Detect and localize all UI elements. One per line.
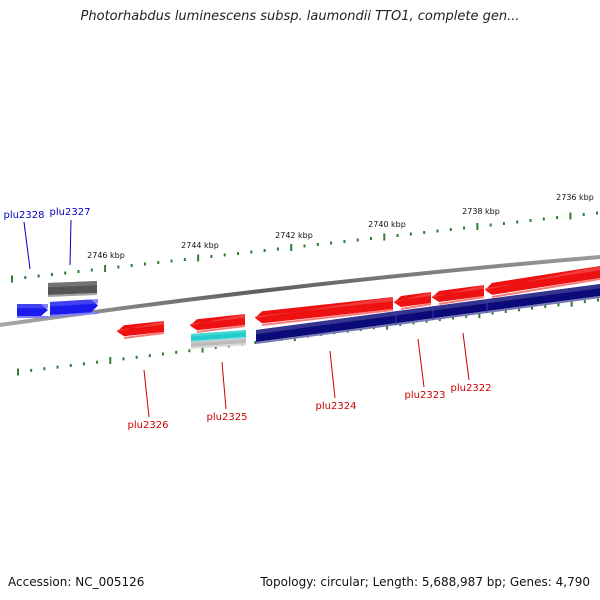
plu2327-callout-line xyxy=(69,219,72,266)
gene-features xyxy=(17,266,600,349)
gene-plu2323-arrow xyxy=(394,292,432,310)
gene-plu2327-gray-bar xyxy=(47,281,98,297)
kbp-label: 2744 kbp xyxy=(181,241,219,250)
scale-labels: 2746 kbp 2744 kbp 2742 kbp 2740 kbp 2738 kbp… xyxy=(87,193,594,260)
plu2328-callout-line xyxy=(23,221,31,270)
plu2323-label[interactable]: plu2323 xyxy=(405,390,446,401)
kbp-label: 2740 kbp xyxy=(368,220,406,229)
accession-label: Accession: NC_005126 xyxy=(8,575,145,589)
gene-red-right-arrow xyxy=(485,266,600,298)
plu2327-label[interactable]: plu2327 xyxy=(50,207,91,218)
plu2324-label[interactable]: plu2324 xyxy=(316,401,357,412)
gene-plu2324-arrow xyxy=(255,297,394,326)
plu2322-callout-line xyxy=(462,332,470,381)
kbp-label: 2738 kbp xyxy=(462,207,500,216)
gene-callouts: plu2328 plu2327 plu2326 plu2325 plu2324 plu23… xyxy=(4,207,492,431)
genome-summary: Topology: circular; Length: 5,688,987 bp… xyxy=(260,575,590,589)
plu2324-callout-line xyxy=(329,350,336,399)
gene-plu2326-arrow xyxy=(117,321,165,339)
kbp-label: 2736 kbp xyxy=(556,193,594,202)
gene-plu2327-arrow xyxy=(49,299,99,317)
plu2325-label[interactable]: plu2325 xyxy=(207,412,248,423)
gene-plu2325-gray-bar xyxy=(190,338,247,349)
kbp-label: 2742 kbp xyxy=(275,231,313,240)
plu2325-callout-line xyxy=(221,361,227,410)
scale-ticks xyxy=(11,211,599,376)
plu2326-callout-line xyxy=(143,369,150,418)
plu2323-callout-line xyxy=(417,338,425,388)
plu2322-label[interactable]: plu2322 xyxy=(451,383,492,394)
plu2326-label[interactable]: plu2326 xyxy=(128,420,169,431)
kbp-label: 2746 kbp xyxy=(87,251,125,260)
gene-plu2325-arrow xyxy=(190,314,246,333)
gene-plu2328-arrow xyxy=(17,304,48,318)
gene-plu2322-arrow xyxy=(432,285,485,305)
map-title: Photorhabdus luminescens subsp. laumondi… xyxy=(80,9,520,24)
plu2328-label[interactable]: plu2328 xyxy=(4,210,45,221)
navy-feature-bar xyxy=(255,284,600,344)
